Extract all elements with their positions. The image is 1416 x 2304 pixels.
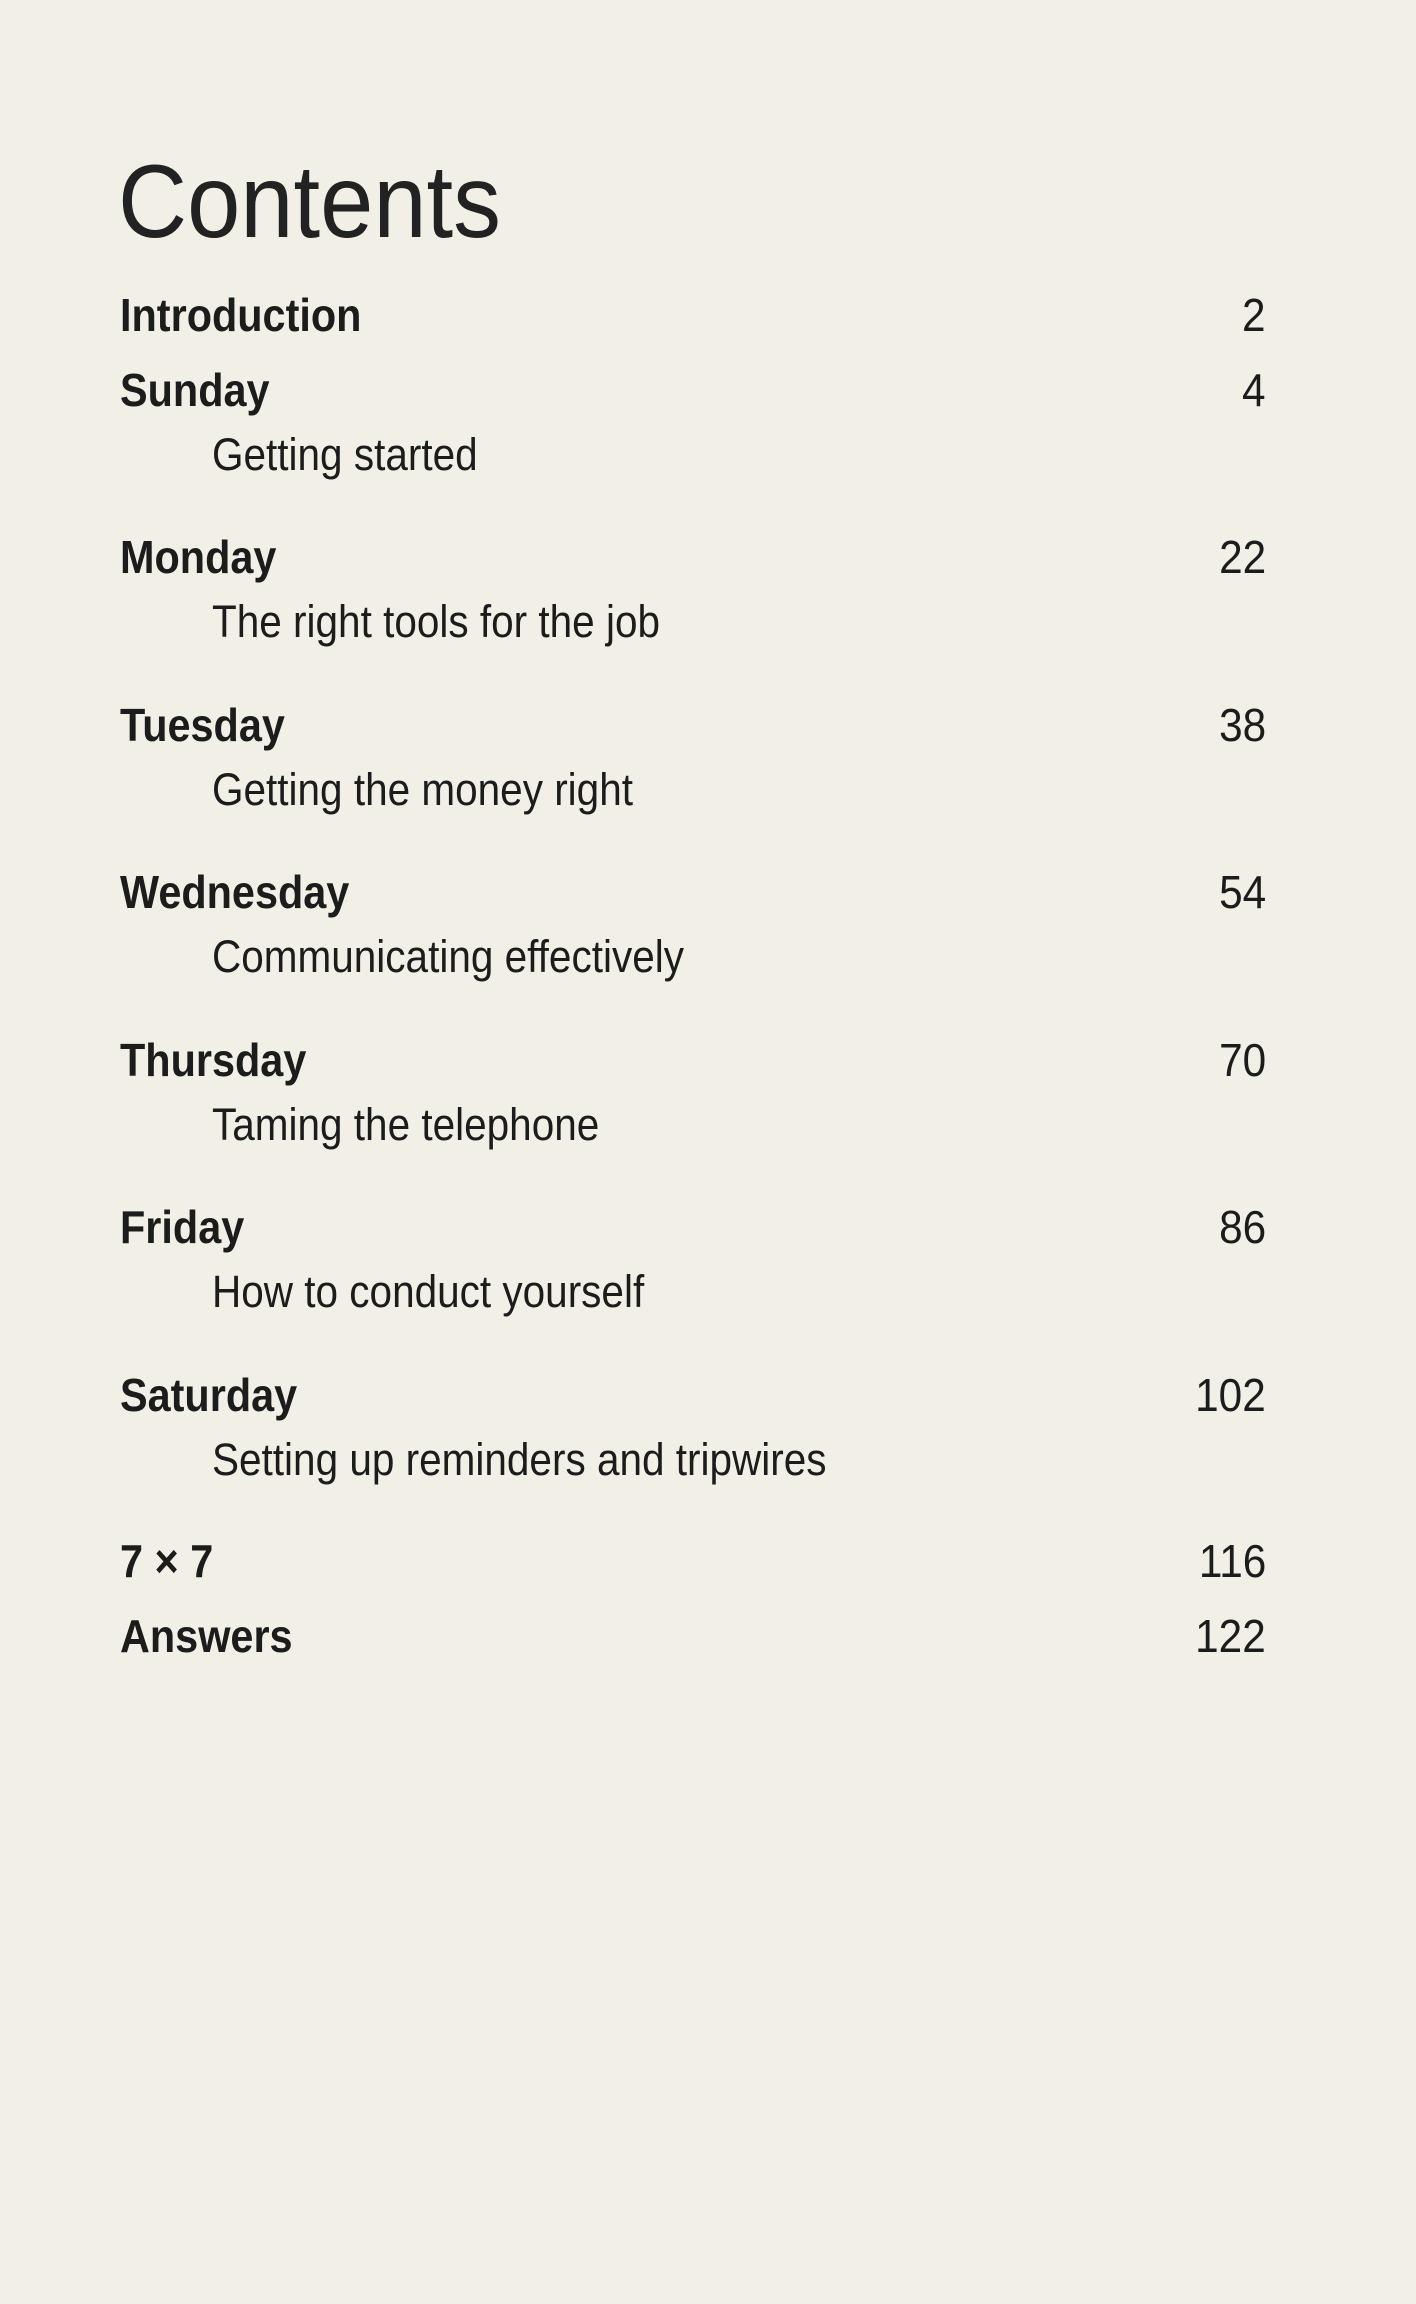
- toc-entry-wednesday[interactable]: Wednesday 54: [120, 869, 1266, 925]
- page-number: 70: [1218, 1034, 1266, 1086]
- page-number: 116: [1198, 1535, 1266, 1587]
- chapter-title: Answers: [120, 1610, 293, 1662]
- page-number: 54: [1218, 866, 1266, 918]
- chapter-subtitle: The right tools for the job: [212, 596, 661, 647]
- page-number: 86: [1218, 1201, 1266, 1253]
- toc-entry-introduction[interactable]: Introduction 2: [120, 292, 1266, 348]
- chapter-subtitle: Getting the money right: [212, 764, 633, 815]
- chapter-title: Tuesday: [120, 699, 285, 751]
- chapter-subtitle: How to conduct yourself: [212, 1266, 645, 1317]
- chapter-title: Saturday: [120, 1369, 298, 1421]
- page-number: 4: [1242, 364, 1266, 416]
- chapter-subtitle: Setting up reminders and tripwires: [212, 1434, 827, 1485]
- toc-entry-answers[interactable]: Answers 122: [120, 1613, 1266, 1669]
- chapter-title: Monday: [120, 531, 277, 583]
- page-number: 2: [1242, 289, 1266, 341]
- page-title: Contents: [118, 144, 501, 260]
- toc-entry-friday[interactable]: Friday 86: [120, 1204, 1266, 1260]
- toc-entry-sunday[interactable]: Sunday 4: [120, 367, 1266, 423]
- toc-entry-monday[interactable]: Monday 22: [120, 534, 1266, 590]
- chapter-title: Sunday: [120, 364, 270, 416]
- chapter-title: 7 × 7: [120, 1535, 214, 1587]
- chapter-title: Wednesday: [120, 866, 350, 918]
- toc-entry-tuesday[interactable]: Tuesday 38: [120, 702, 1266, 758]
- toc-entry-7x7[interactable]: 7 × 7 116: [120, 1538, 1266, 1594]
- toc-entry-thursday[interactable]: Thursday 70: [120, 1037, 1266, 1093]
- chapter-subtitle: Getting started: [212, 429, 478, 480]
- chapter-title: Thursday: [120, 1034, 307, 1086]
- chapter-title: Introduction: [120, 289, 362, 341]
- chapter-title: Friday: [120, 1201, 245, 1253]
- page-number: 22: [1218, 531, 1266, 583]
- page-number: 122: [1195, 1610, 1266, 1662]
- page-number: 38: [1218, 699, 1266, 751]
- chapter-subtitle: Taming the telephone: [212, 1099, 600, 1150]
- chapter-subtitle: Communicating effectively: [212, 931, 684, 982]
- page-number: 102: [1195, 1369, 1266, 1421]
- toc-entry-saturday[interactable]: Saturday 102: [120, 1372, 1266, 1428]
